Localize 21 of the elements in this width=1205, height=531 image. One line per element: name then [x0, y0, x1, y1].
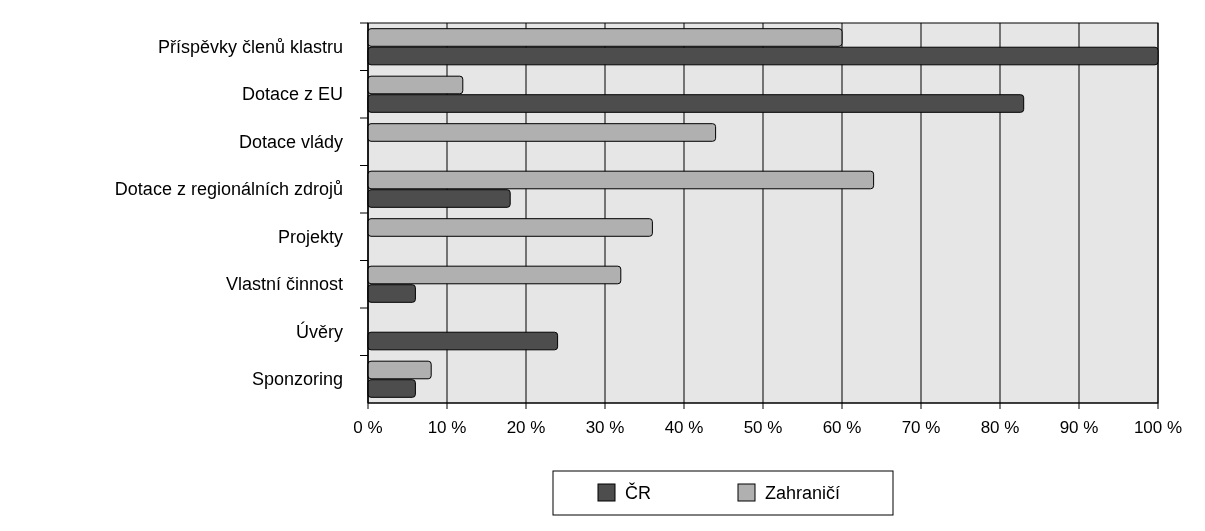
y-tick-label: Vlastní činnost	[225, 274, 343, 295]
x-tick-label: 90 %	[1059, 418, 1099, 437]
x-tick-label: 40 %	[664, 418, 704, 437]
x-tick-label: 70 %	[901, 418, 941, 437]
x-tick-label: 20 %	[506, 418, 546, 437]
y-tick-label: Sponzoring	[251, 369, 343, 390]
y-tick-label: Příspěvky členů klastru	[157, 36, 343, 57]
x-tick-label: 30 %	[585, 418, 625, 437]
x-tick-label: 60 %	[822, 418, 862, 437]
x-tick-label: 10 %	[427, 418, 467, 437]
x-tick-label: 100 %	[1133, 418, 1183, 437]
x-tick-label: 80 %	[980, 418, 1020, 437]
y-tick-label: Projekty	[277, 226, 343, 247]
y-tick-label: Dotace vlády	[238, 131, 343, 152]
legend-label: ČR	[625, 482, 651, 503]
y-tick-label: Dotace z EU	[241, 84, 343, 105]
x-tick-label: 0 %	[353, 418, 383, 437]
x-tick-label: 50 %	[743, 418, 783, 437]
legend-label: Zahraničí	[765, 483, 841, 503]
y-tick-label: Dotace z regionálních zdrojů	[114, 179, 343, 200]
y-tick-label: Úvěry	[295, 320, 343, 342]
